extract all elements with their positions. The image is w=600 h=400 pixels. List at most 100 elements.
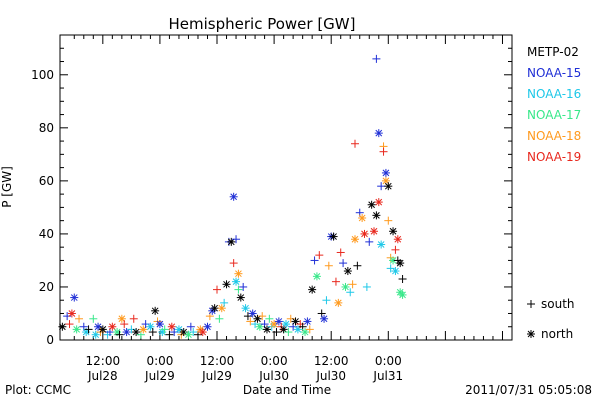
data-point-south <box>129 314 138 323</box>
data-point-south <box>65 320 74 329</box>
data-point-north <box>312 272 321 281</box>
data-point-south <box>384 216 393 225</box>
data-point-south <box>372 54 381 63</box>
data-point-north <box>255 322 264 331</box>
data-point-north <box>132 328 141 337</box>
data-point-south <box>265 314 274 323</box>
data-point-north <box>122 328 131 337</box>
data-point-north <box>377 240 386 249</box>
data-point-north <box>227 237 236 246</box>
data-point-south <box>348 280 357 289</box>
data-point-north <box>374 198 383 207</box>
y-tick-label: 80 <box>39 121 54 135</box>
data-point-north <box>203 322 212 331</box>
x-tick-date-label: Jul30 <box>315 369 346 383</box>
x-tick-time-label: 0:00 <box>146 354 173 368</box>
legend-entry: NOAA-18 <box>527 129 581 143</box>
data-point-south <box>272 328 281 337</box>
x-tick-date-label: Jul29 <box>144 369 175 383</box>
data-point-north <box>70 293 79 302</box>
legend-entry: NOAA-19 <box>527 150 581 164</box>
data-point-south <box>339 259 348 268</box>
legend-marker-label: north <box>541 327 573 341</box>
legend-entry: NOAA-15 <box>527 66 581 80</box>
x-axis-label: Date and Time <box>243 383 331 397</box>
y-tick-label: 40 <box>39 227 54 241</box>
data-point-south <box>315 251 324 260</box>
data-point-north <box>391 267 400 276</box>
legend-entry: METP-02 <box>527 45 579 59</box>
data-point-south <box>379 147 388 156</box>
axis-ticks: 02040608010012:00Jul280:00Jul2912:00Jul2… <box>31 35 512 383</box>
data-point-north <box>384 182 393 191</box>
data-point-south <box>165 330 174 339</box>
data-point-south <box>324 261 333 270</box>
data-point-north <box>308 285 317 294</box>
data-point-north <box>301 328 310 337</box>
legend: METP-02 NOAA-15 NOAA-16 NOAA-17 NOAA-18 NOAA-… <box>527 45 581 341</box>
data-point-south <box>232 235 241 244</box>
legend-north-marker <box>527 330 535 338</box>
data-point-north <box>320 314 329 323</box>
data-point-south <box>365 237 374 246</box>
data-point-north <box>167 322 176 331</box>
data-point-south <box>213 285 222 294</box>
data-point-north <box>398 290 407 299</box>
data-point-south <box>350 139 359 148</box>
chart-title: Hemispheric Power [GW] <box>169 15 356 33</box>
data-point-north <box>236 293 245 302</box>
y-axis-label: P [GW] <box>0 166 14 208</box>
data-point-north <box>396 259 405 268</box>
data-point-south <box>84 325 93 334</box>
data-point-north <box>381 168 390 177</box>
data-point-south <box>75 314 84 323</box>
data-point-north <box>360 229 369 238</box>
x-tick-date-label: Jul31 <box>372 369 403 383</box>
data-point-north <box>248 309 257 318</box>
data-point-north <box>372 211 381 220</box>
data-point-south <box>362 282 371 291</box>
data-point-north <box>370 227 379 236</box>
data-point-south <box>377 182 386 191</box>
data-point-north <box>393 235 402 244</box>
timestamp: 2011/07/31 05:05:08 <box>465 383 592 397</box>
y-tick-label: 20 <box>39 280 54 294</box>
data-point-south <box>353 261 362 270</box>
data-point-north <box>341 282 350 291</box>
data-point-south <box>215 314 224 323</box>
data-point-north <box>67 309 76 318</box>
x-tick-date-label: Jul28 <box>87 369 118 383</box>
data-point-north <box>179 328 188 337</box>
y-tick-label: 0 <box>46 333 54 347</box>
data-point-north <box>282 320 290 329</box>
data-point-north <box>98 325 107 334</box>
data-point-north <box>234 269 243 278</box>
data-point-north <box>72 325 81 334</box>
data-point-north <box>198 328 207 337</box>
plot-frame <box>59 34 513 341</box>
data-point-north <box>389 227 398 236</box>
data-point-north <box>58 322 67 331</box>
data-point-north <box>155 320 164 329</box>
x-tick-date-label: Jul30 <box>258 369 289 383</box>
data-point-south <box>239 282 248 291</box>
legend-entry: NOAA-17 <box>527 108 581 122</box>
data-point-south <box>336 248 345 257</box>
data-point-south <box>220 298 229 307</box>
data-point-south <box>120 320 129 329</box>
data-point-south <box>89 314 98 323</box>
data-point-north <box>291 317 300 326</box>
data-point-north <box>262 325 271 334</box>
data-point-north <box>329 232 338 241</box>
data-point-south <box>189 328 198 337</box>
plot-credit: Plot: CCMC <box>5 383 71 397</box>
x-tick-time-label: 0:00 <box>375 354 402 368</box>
data-point-north <box>367 200 376 209</box>
data-point-north <box>350 235 359 244</box>
data-point-north <box>91 330 100 339</box>
data-point-north <box>184 330 193 339</box>
data-point-north <box>229 192 238 201</box>
legend-marker-label: south <box>541 297 575 311</box>
data-point-north <box>303 317 312 326</box>
